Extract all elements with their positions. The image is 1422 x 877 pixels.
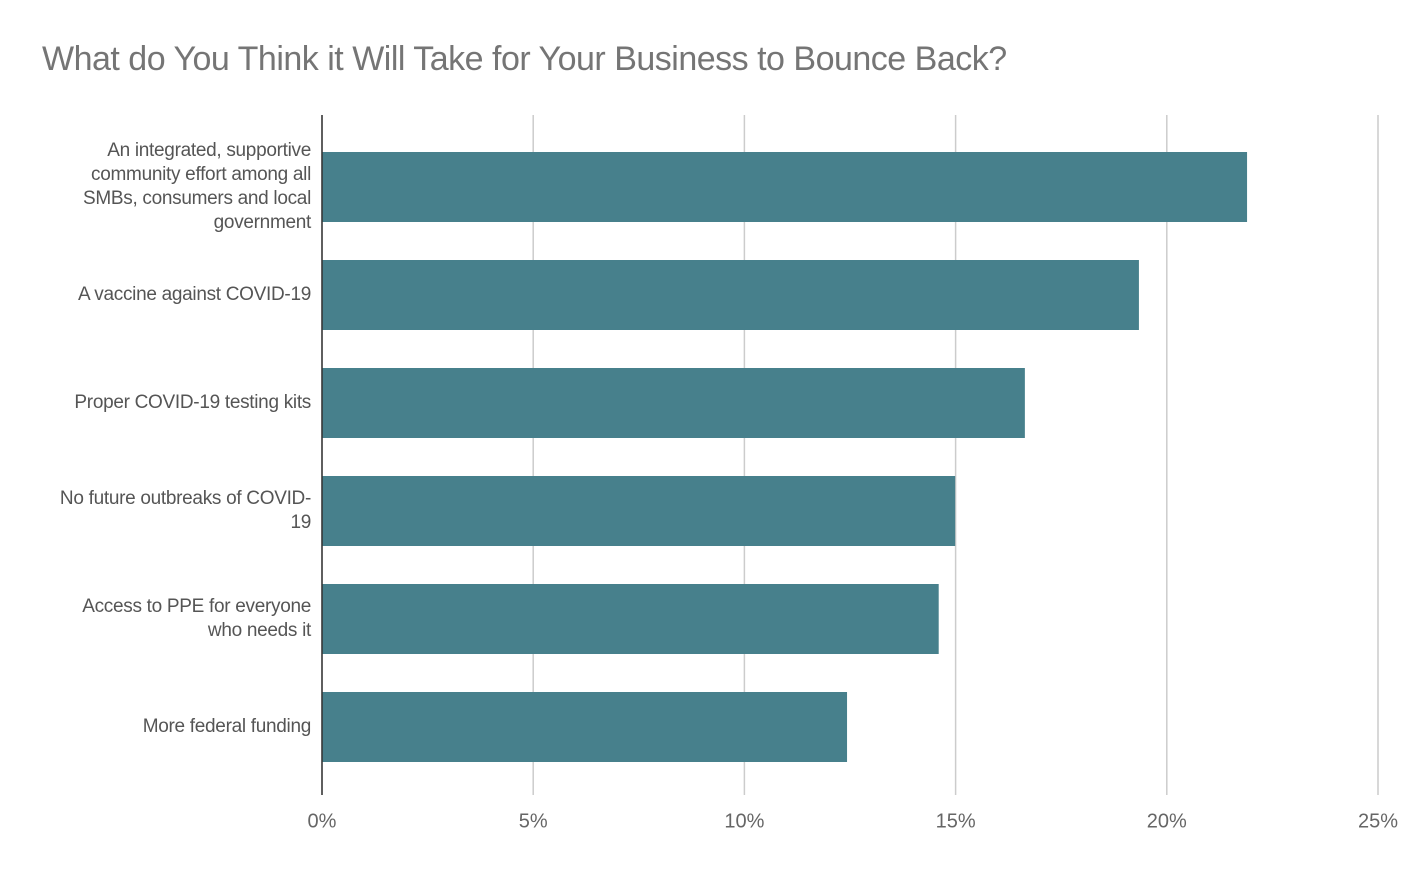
x-tick-label: 25%	[1358, 810, 1398, 832]
bar	[322, 368, 1025, 438]
y-tick-label: More federal funding	[142, 716, 312, 737]
chart-title: What do You Think it Will Take for Your …	[42, 40, 1007, 78]
y-tick-label: An integrated, supportive community effo…	[83, 140, 311, 233]
x-tick-label: 20%	[1147, 810, 1187, 832]
x-tick-label: 5%	[519, 810, 548, 832]
x-tick-label: 0%	[308, 810, 337, 832]
bar	[322, 692, 848, 762]
bar	[322, 152, 1248, 222]
y-tick-label: Access to PPE for everyone who needs it	[82, 596, 311, 641]
x-tick-label: 10%	[724, 810, 764, 832]
x-tick-label: 15%	[936, 810, 976, 832]
y-tick-label: A vaccine against COVID-19	[78, 284, 311, 305]
y-tick-label: No future outbreaks of COVID-19	[59, 488, 311, 533]
bar	[322, 260, 1139, 330]
bar	[322, 584, 939, 654]
bar	[322, 476, 956, 546]
y-tick-label: Proper COVID-19 testing kits	[74, 392, 311, 413]
